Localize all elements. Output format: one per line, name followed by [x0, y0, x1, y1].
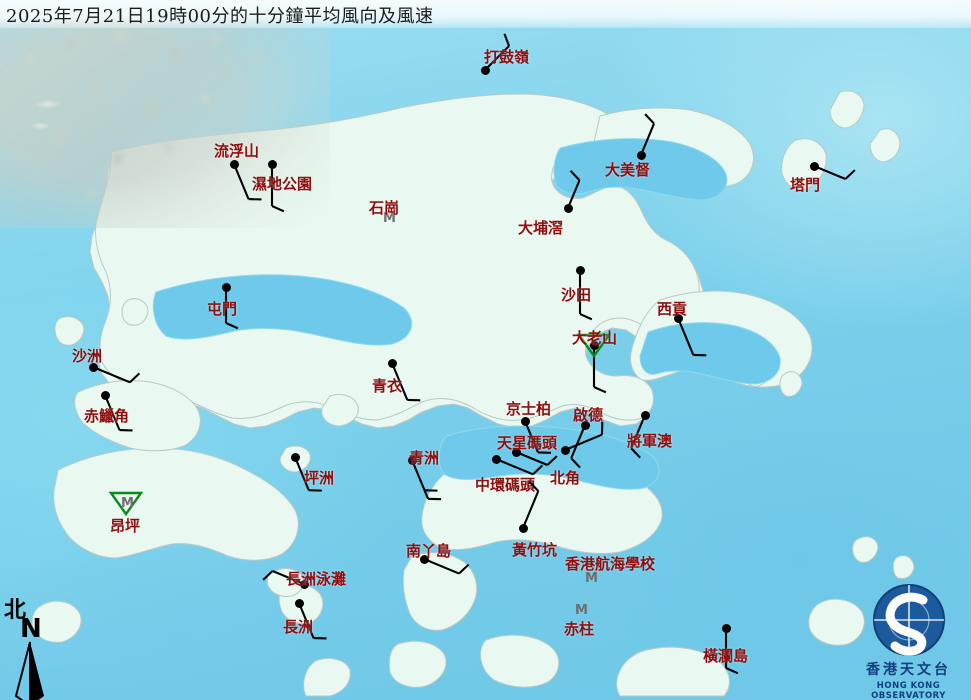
station-label: 赤鱲角 — [84, 407, 130, 425]
station-label: 黃竹坑 — [512, 541, 558, 559]
station-label: 打鼓嶺 — [484, 48, 530, 66]
station-dot — [407, 455, 417, 465]
compass-rose: 北 N — [4, 592, 74, 700]
station-dot — [640, 410, 650, 420]
station-label: 沙洲 — [72, 347, 103, 365]
station-label: 青洲 — [409, 449, 440, 467]
station-dot — [575, 265, 585, 275]
station-dot — [491, 454, 501, 464]
compass-label-cn: 北 — [4, 597, 27, 623]
satellite-water-detail — [0, 18, 330, 228]
station-dot — [299, 579, 309, 589]
station-label: 將軍澳 — [627, 432, 673, 450]
station-dot — [721, 623, 731, 633]
missing-data-marker: M — [121, 496, 134, 511]
station-label: 坪洲 — [304, 469, 335, 487]
station-label: 大美督 — [605, 161, 651, 179]
station-dot — [100, 390, 110, 400]
station-label: 中環碼頭 — [475, 476, 536, 494]
station-dot — [589, 340, 599, 350]
station-label: 啟德 — [573, 406, 604, 424]
missing-data-marker: M — [575, 603, 588, 618]
station-label: 屯門 — [207, 300, 238, 318]
station-dot — [636, 150, 646, 160]
station-label: 南丫島 — [406, 542, 452, 560]
station-dot — [290, 452, 300, 462]
station-label: 香港航海學校 — [565, 555, 656, 573]
hko-emblem-icon — [872, 584, 945, 656]
station-dot — [520, 416, 530, 426]
gale-warning-triangle-icon — [576, 333, 612, 359]
station-dot — [560, 445, 570, 455]
station-dot — [563, 203, 573, 213]
station-dot — [229, 159, 239, 169]
station-label: 沙田 — [561, 286, 592, 304]
title-bar — [0, 0, 971, 28]
station-dot — [294, 598, 304, 608]
station-dot — [518, 523, 528, 533]
station-label: 赤柱 — [564, 620, 595, 638]
station-label: 青衣 — [372, 377, 403, 395]
station-dot — [580, 420, 590, 430]
station-label: 石崗 — [369, 199, 400, 217]
station-label: 大老山 — [572, 329, 618, 347]
station-dot — [221, 282, 231, 292]
station-label: 大埔滘 — [518, 219, 564, 237]
missing-data-marker: M — [383, 211, 396, 226]
station-label: 京士柏 — [506, 400, 552, 418]
station-label: 長洲 — [283, 618, 314, 636]
compass-needle-icon — [14, 641, 44, 700]
hko-logo-cn: 香港天文台 — [866, 662, 951, 678]
station-dot — [809, 161, 819, 171]
station-dot — [387, 358, 397, 368]
missing-data-marker: M — [585, 571, 598, 586]
station-label: 天星碼頭 — [497, 434, 558, 452]
page-title: 2025年7月21日19時00分的十分鐘平均風向及風速 — [6, 6, 434, 27]
station-label: 濕地公園 — [252, 175, 313, 193]
station-dot — [511, 447, 521, 457]
station-dot — [480, 65, 490, 75]
station-label: 北角 — [550, 469, 581, 487]
station-dot — [267, 159, 277, 169]
gale-warning-triangle-icon — [108, 491, 144, 517]
station-dot — [673, 313, 683, 323]
hko-logo-en: HONG KONG OBSERVATORY — [871, 681, 946, 700]
station-label: 長洲泳灘 — [286, 570, 347, 588]
station-dot — [88, 362, 98, 372]
station-label: 流浮山 — [214, 142, 260, 160]
compass-label-n: N — [20, 614, 42, 644]
station-dot — [419, 554, 429, 564]
station-label: 昂坪 — [110, 517, 141, 535]
station-label: 塔門 — [790, 176, 821, 194]
station-label: 西貢 — [657, 300, 688, 318]
hko-logo: 香港天文台 HONG KONG OBSERVATORY — [846, 582, 971, 700]
station-label: 橫瀾島 — [703, 647, 749, 665]
